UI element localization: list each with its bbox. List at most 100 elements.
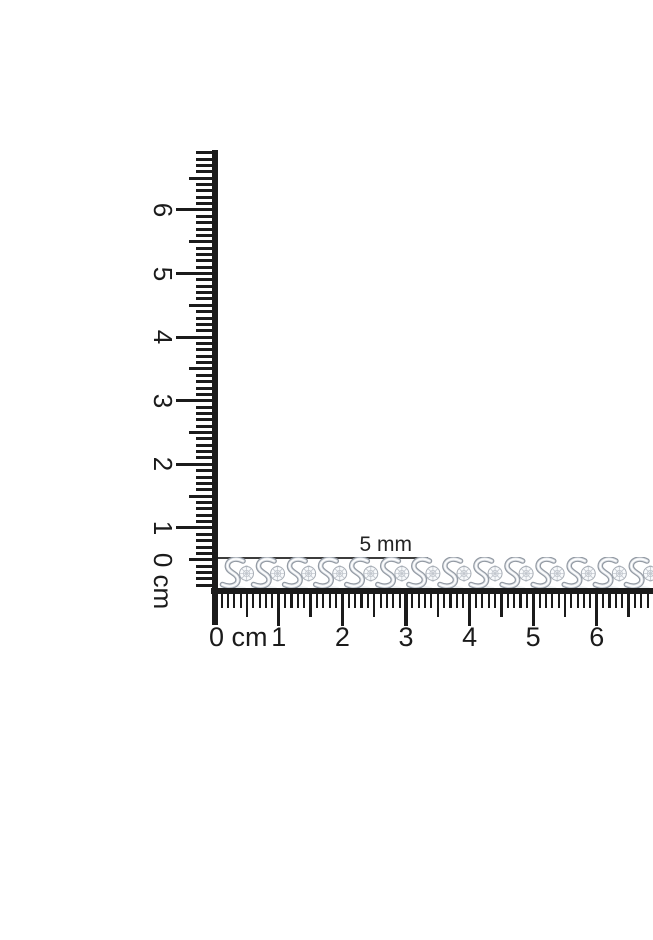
ruler-tick xyxy=(196,329,215,333)
ruler-tick xyxy=(196,252,215,256)
ruler-tick xyxy=(176,208,215,212)
ruler-tick xyxy=(640,594,643,608)
ruler-tick xyxy=(557,594,560,608)
ruler-tick xyxy=(196,437,215,441)
horizontal-ruler-line xyxy=(211,588,653,594)
ruler-tick xyxy=(196,189,215,193)
ruler-tick xyxy=(196,373,215,377)
vertical-ruler-label: 3 xyxy=(148,393,178,408)
ruler-tick xyxy=(189,303,215,307)
ruler-tick xyxy=(340,594,345,626)
ruler-tick xyxy=(443,594,446,608)
vertical-ruler-label: 1 xyxy=(148,520,178,536)
ruler-tick xyxy=(309,594,312,617)
ruler-tick xyxy=(449,594,452,608)
bracelet-link xyxy=(437,559,471,590)
ruler-tick xyxy=(360,594,363,608)
vertical-ruler-label: 5 xyxy=(148,266,178,281)
ruler-tick xyxy=(290,594,293,608)
bracelet-link xyxy=(624,559,653,590)
ruler-tick xyxy=(196,418,215,422)
ruler-tick xyxy=(633,594,637,608)
ruler-tick xyxy=(176,272,215,275)
ruler-tick xyxy=(245,594,249,617)
ruler-tick xyxy=(196,570,215,574)
ruler-tick xyxy=(176,399,215,403)
ruler-tick xyxy=(602,594,605,608)
ruler-tick xyxy=(538,594,541,608)
ruler-tick xyxy=(196,246,215,250)
ruler-tick xyxy=(347,594,350,608)
horizontal-ruler-label: 3 xyxy=(398,622,414,652)
ruler-tick xyxy=(196,342,215,345)
ruler-tick xyxy=(196,386,215,390)
horizontal-ruler-label: 1 xyxy=(271,622,287,652)
ruler-tick xyxy=(196,310,215,314)
ruler-tick xyxy=(474,594,478,608)
bracelet-link xyxy=(562,559,596,590)
ruler-tick xyxy=(379,594,382,608)
ruler-tick xyxy=(196,163,215,167)
ruler-tick xyxy=(493,594,497,608)
ruler-tick xyxy=(424,594,427,608)
ruler-tick xyxy=(196,443,215,447)
ruler-tick xyxy=(252,594,255,608)
ruler-tick xyxy=(284,594,287,608)
ruler-tick xyxy=(196,532,215,536)
ruler-tick xyxy=(196,322,215,326)
ruler-tick xyxy=(196,583,215,587)
ruler-tick xyxy=(196,354,215,358)
ruler-tick xyxy=(196,456,215,460)
ruler-tick xyxy=(196,157,215,161)
ruler-tick xyxy=(531,594,535,626)
ruler-tick xyxy=(196,513,215,517)
bracelet-link xyxy=(375,559,409,590)
ruler-tick xyxy=(576,594,579,608)
horizontal-ruler-label: 2 xyxy=(334,622,350,652)
ruler-tick xyxy=(189,367,215,371)
ruler-tick xyxy=(233,594,236,608)
ruler-tick xyxy=(315,594,319,608)
ruler-tick xyxy=(544,594,547,608)
ruler-tick xyxy=(196,227,215,231)
bracelet-link xyxy=(220,559,254,590)
ruler-tick xyxy=(196,551,215,555)
bracelet-link xyxy=(500,559,534,590)
ruler-tick xyxy=(417,594,420,608)
bracelet-link xyxy=(313,559,347,590)
vertical-ruler-origin-label: 0 cm xyxy=(148,552,178,610)
ruler-tick xyxy=(467,594,472,626)
ruler-tick xyxy=(385,594,388,608)
ruler-tick xyxy=(176,335,215,339)
ruler-tick xyxy=(430,594,433,608)
ruler-tick xyxy=(525,594,528,608)
ruler-tick xyxy=(226,594,229,608)
horizontal-ruler-label: 5 xyxy=(525,622,541,652)
ruler-tick xyxy=(196,214,215,218)
ruler-tick xyxy=(513,594,516,608)
vertical-ruler-line xyxy=(212,150,218,625)
ruler-tick xyxy=(627,594,630,617)
ruler-tick xyxy=(354,594,357,608)
ruler-tick xyxy=(621,594,624,608)
ruler-tick xyxy=(196,170,215,174)
ruler-tick xyxy=(411,594,414,608)
ruler-tick xyxy=(220,594,223,608)
ruler-tick xyxy=(277,594,281,626)
horizontal-ruler-label: 4 xyxy=(462,622,478,652)
ruler-tick xyxy=(189,176,215,180)
ruler-tick xyxy=(176,526,215,530)
bracelet-image xyxy=(217,557,653,591)
bracelet-link xyxy=(282,559,316,590)
ruler-tick xyxy=(239,594,242,608)
ruler-tick xyxy=(189,431,215,434)
size-annotation-label: 5 mm xyxy=(359,533,413,556)
ruler-tick xyxy=(296,594,299,608)
ruler-tick xyxy=(196,297,215,301)
ruler-tick xyxy=(404,594,408,626)
ruler-tick xyxy=(563,594,567,617)
ruler-tick xyxy=(196,488,215,492)
ruler-tick xyxy=(500,594,503,617)
ruler-tick xyxy=(196,151,215,155)
